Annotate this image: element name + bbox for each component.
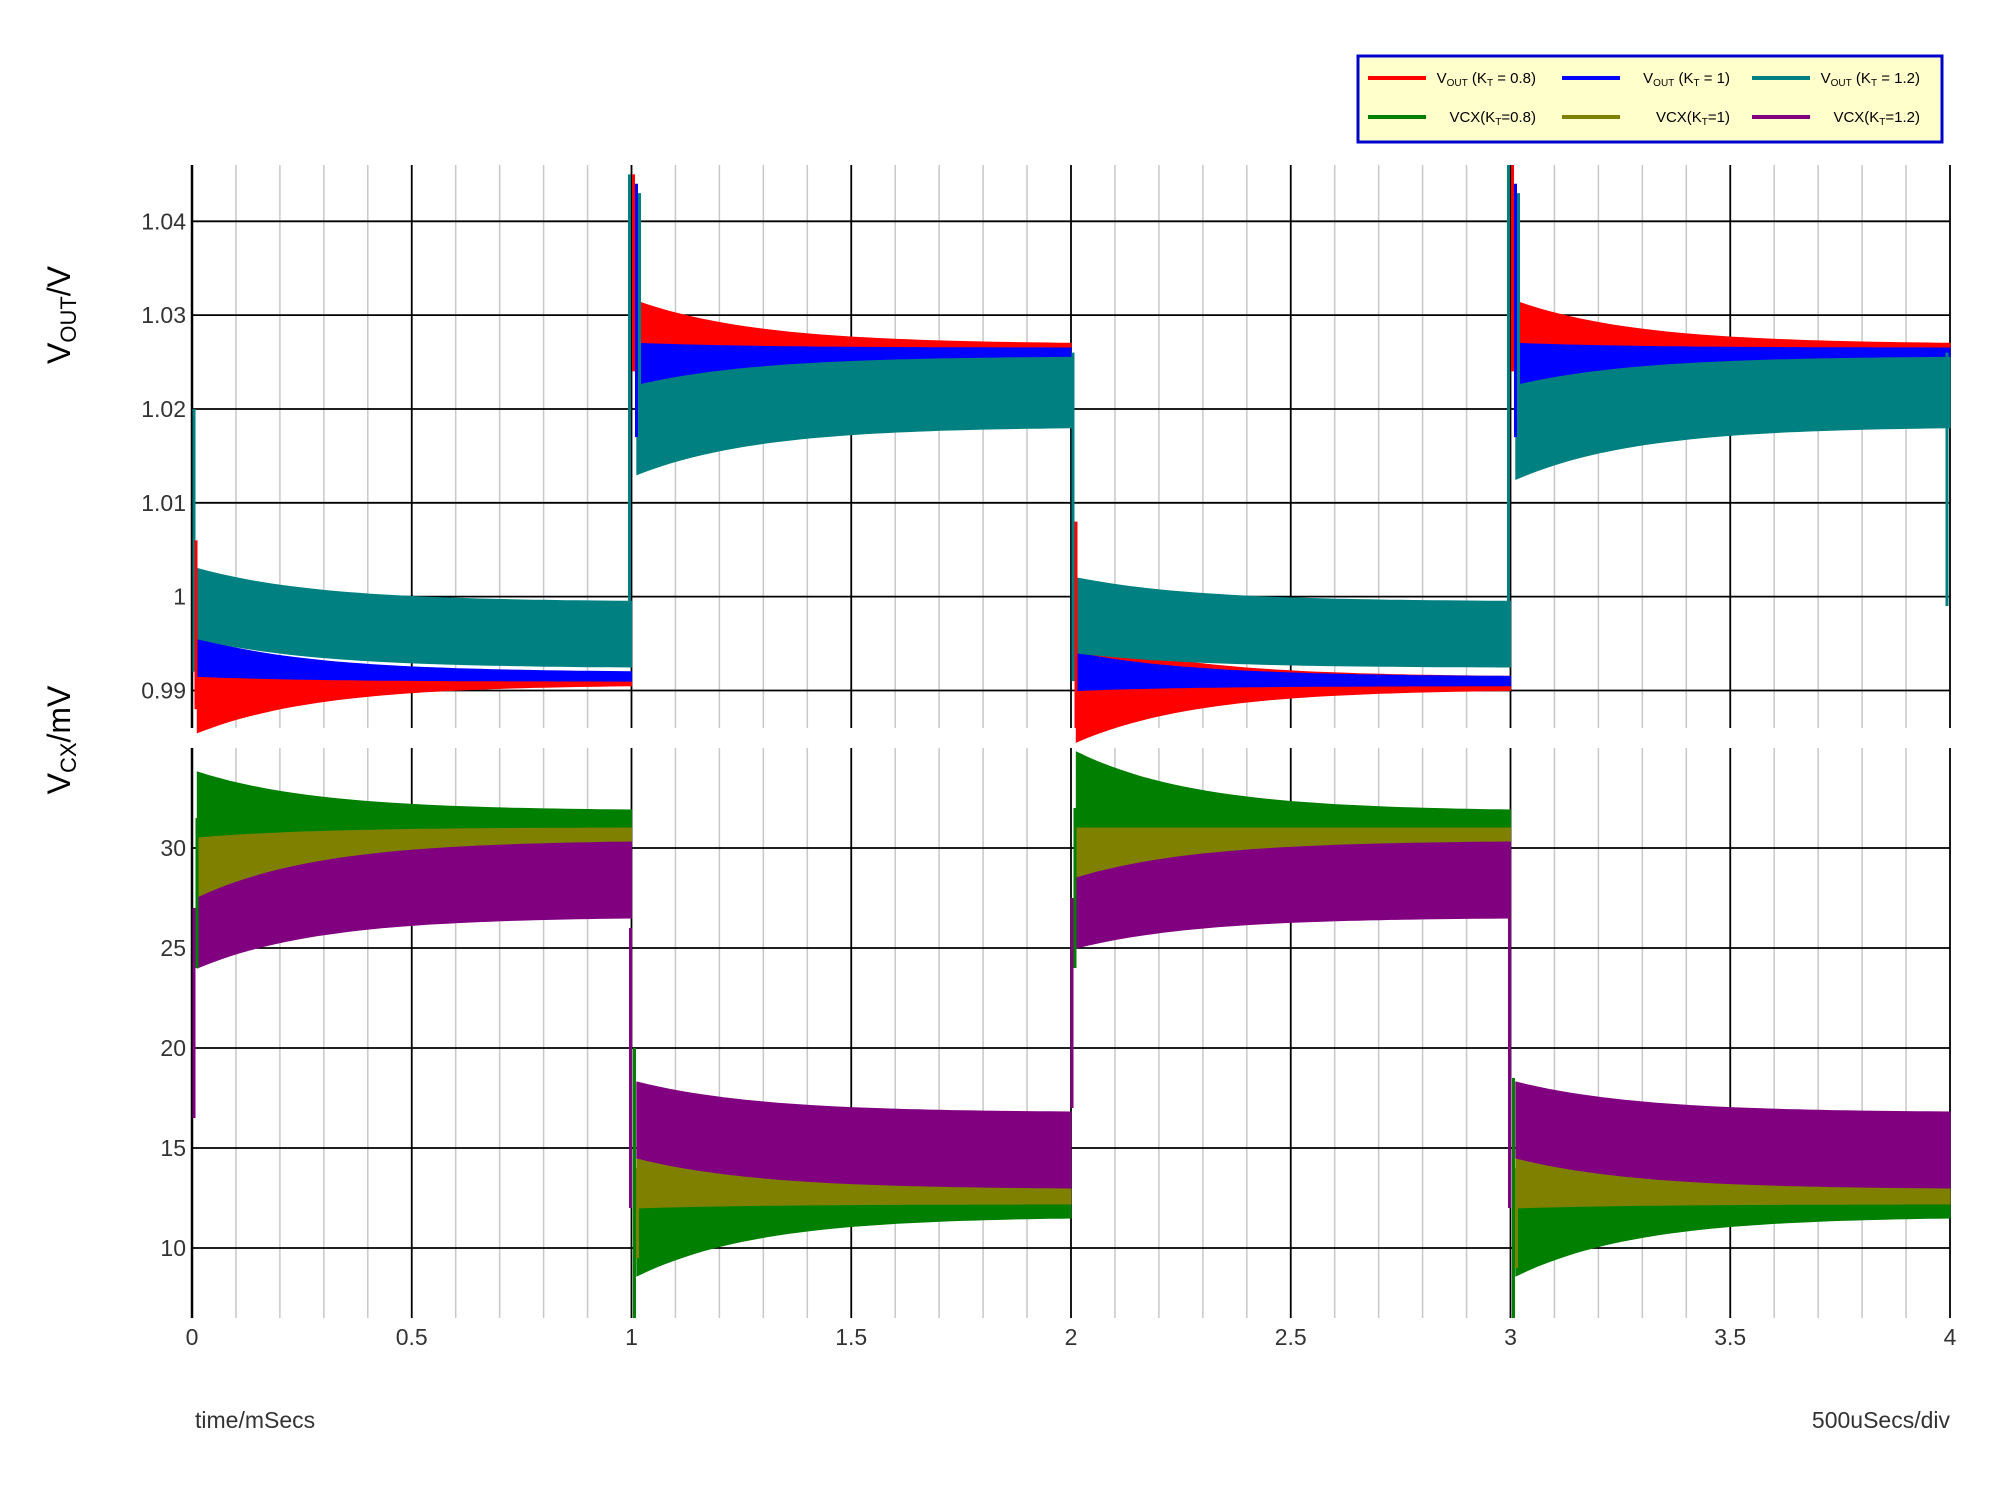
- series-band: [1515, 1081, 1951, 1189]
- series-band: [196, 567, 632, 668]
- x-tick-label: 0.5: [396, 1324, 428, 1350]
- x-tick-label: 4: [1944, 1324, 1957, 1350]
- x-tick-label: 1: [625, 1324, 638, 1350]
- series-band: [196, 841, 632, 969]
- series-band: [636, 356, 1072, 476]
- y-axis-label-vout: VOUT/V: [41, 265, 81, 364]
- legend-entry: VOUT (KT = 0.8): [1368, 70, 1536, 89]
- series-vcx-2: [196, 841, 1951, 1189]
- x-axis-label: time/mSecs: [195, 1407, 315, 1433]
- series-band: [1515, 356, 1951, 481]
- legend-entry: VOUT (KT = 1.2): [1752, 70, 1920, 89]
- x-tick-label: 3.5: [1714, 1324, 1746, 1350]
- legend-label: VCX(KT=1): [1656, 109, 1730, 128]
- x-tick-label: 3: [1504, 1324, 1517, 1350]
- y-tick-label: 1.01: [141, 490, 186, 516]
- series-band: [636, 1197, 1072, 1277]
- legend: VOUT (KT = 0.8) VOUT (KT = 1) VOUT (KT = 1…: [1356, 54, 1944, 144]
- legend-label: VOUT (KT = 1.2): [1821, 70, 1920, 89]
- y-tick-label: 10: [160, 1235, 186, 1261]
- series-band: [1075, 652, 1511, 692]
- legend-entry: VCX(KT=0.8): [1368, 109, 1536, 128]
- series-band: [196, 638, 632, 682]
- series-layer: [196, 300, 1951, 1277]
- series-vout-2: [196, 356, 1951, 668]
- x-tick-label: 0: [186, 1324, 199, 1350]
- x-tick-label: 1.5: [835, 1324, 867, 1350]
- x-scale-note: 500uSecs/div: [1812, 1407, 1951, 1433]
- series-band: [636, 1081, 1072, 1189]
- y-tick-label: 1.03: [141, 302, 186, 328]
- legend-entry: VCX(KT=1.2): [1752, 109, 1920, 128]
- y-tick-label: 0.99: [141, 677, 186, 703]
- series-band: [1075, 751, 1511, 833]
- legend-label: VOUT (KT = 1): [1643, 70, 1730, 89]
- y-tick-label: 25: [160, 935, 186, 961]
- x-tick-label: 2.5: [1275, 1324, 1307, 1350]
- y-tick-labels: 0.99 1 1.01 1.02 1.03 1.04 10 15 20 25 30: [141, 208, 186, 1261]
- y-tick-label: 20: [160, 1035, 186, 1061]
- y-tick-label: 1.04: [141, 208, 186, 234]
- legend-box: [1356, 54, 1944, 144]
- x-tick-label: 2: [1065, 1324, 1078, 1350]
- x-tick-labels: 0 0.5 1 1.5 2 2.5 3 3.5 4: [186, 1324, 1957, 1350]
- series-band: [1515, 1197, 1951, 1277]
- series-band: [1075, 638, 1511, 743]
- legend-label: VCX(KT=0.8): [1449, 109, 1536, 128]
- y-tick-label: 30: [160, 835, 186, 861]
- legend-entry: VOUT (KT = 1): [1562, 70, 1730, 89]
- y-axis-label-vcx: VCX/mV: [41, 685, 81, 794]
- series-band: [1075, 577, 1511, 668]
- transient-spikes: [192, 165, 1949, 1318]
- legend-entry: VCX(KT=1): [1562, 109, 1730, 128]
- legend-label: VOUT (KT = 0.8): [1437, 70, 1536, 89]
- y-tick-label: 1: [173, 584, 186, 610]
- y-tick-label: 15: [160, 1135, 186, 1161]
- legend-label: VCX(KT=1.2): [1833, 109, 1920, 128]
- y-tick-label: 1.02: [141, 396, 186, 422]
